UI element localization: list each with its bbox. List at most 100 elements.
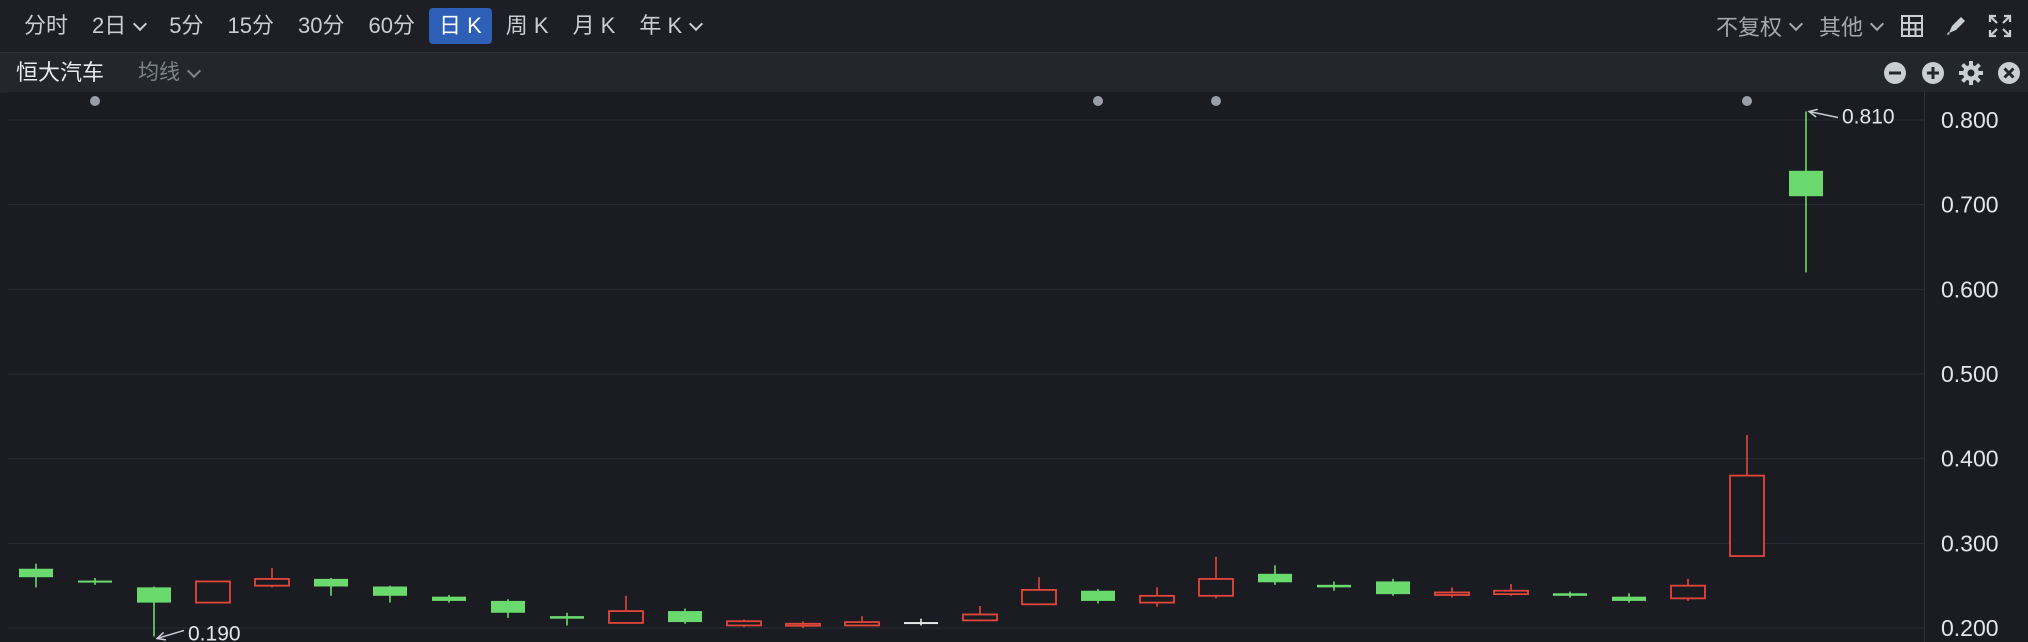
candle[interactable]: [254, 567, 290, 588]
price-adjust-label: 不复权: [1715, 15, 1782, 40]
candle[interactable]: [1081, 589, 1115, 604]
candlestick-plot-area[interactable]: 0.190 0.810: [8, 92, 1924, 642]
tab-2[interactable]: 5分: [159, 8, 213, 44]
candlestick-chart[interactable]: 0.190 0.810: [8, 92, 1924, 642]
close-icon[interactable]: [1996, 60, 2022, 86]
tab-label: 2日: [92, 13, 127, 38]
candle[interactable]: [550, 612, 584, 626]
candle[interactable]: [1376, 578, 1410, 596]
candle-body: [1789, 170, 1823, 197]
layout-grid-icon[interactable]: [1898, 12, 1926, 40]
candle-body: [432, 596, 466, 601]
tab-label: 30分: [298, 13, 345, 38]
candle-body: [1139, 594, 1175, 604]
candle[interactable]: [1670, 578, 1706, 601]
candle[interactable]: [491, 599, 525, 618]
y-tick-label: 0.700: [1941, 192, 1999, 218]
tab-label: 日 K: [438, 13, 482, 38]
tab-label: 60分: [368, 13, 415, 38]
tab-label: 周 K: [505, 13, 549, 38]
chart-toolbar: 分时 2日 5分 15分 30分 60分日 K 周 K 月 K 年 K 不复权 其他: [0, 0, 2028, 52]
annotation-arrow: [156, 629, 185, 640]
tab-7[interactable]: 周 K: [496, 8, 559, 44]
y-tick-label: 0.400: [1941, 446, 1999, 472]
pen-icon[interactable]: [1942, 12, 1970, 40]
candle-body: [1198, 577, 1234, 597]
candle[interactable]: [314, 578, 348, 596]
candle[interactable]: [844, 616, 880, 627]
tab-9[interactable]: 年 K: [629, 8, 711, 44]
candle-body: [314, 578, 348, 587]
tab-0[interactable]: 分时: [14, 8, 78, 44]
zoom-out-icon[interactable]: [1882, 60, 1908, 86]
candle[interactable]: [1021, 577, 1057, 606]
event-marker-dot[interactable]: [90, 96, 100, 106]
tab-1[interactable]: 2日: [82, 8, 155, 44]
candle[interactable]: [1729, 434, 1765, 557]
candle[interactable]: [962, 605, 998, 622]
candle[interactable]: [1493, 583, 1529, 596]
candle-body: [1376, 581, 1410, 595]
other-dropdown[interactable]: 其他: [1818, 10, 1885, 42]
candle[interactable]: [19, 563, 53, 588]
candle[interactable]: [1317, 581, 1351, 591]
candle[interactable]: [1612, 593, 1646, 603]
candle-body: [1081, 590, 1115, 601]
candle-body: [195, 580, 231, 604]
tab-label: 5分: [169, 13, 204, 38]
event-marker-dot[interactable]: [1093, 96, 1103, 106]
candle[interactable]: [373, 585, 407, 603]
fullscreen-icon[interactable]: [1986, 12, 2014, 40]
y-tick-label: 0.800: [1941, 107, 1999, 133]
price-adjust-dropdown[interactable]: 不复权: [1715, 10, 1804, 42]
candle[interactable]: [1198, 556, 1234, 599]
candle[interactable]: [1789, 111, 1823, 273]
period-tabs: 分时 2日 5分 15分 30分 60分日 K 周 K 月 K 年 K: [14, 8, 715, 44]
tab-3[interactable]: 15分: [218, 8, 284, 44]
candle-body: [785, 622, 821, 627]
annotation-arrowhead: [155, 631, 167, 641]
candle[interactable]: [668, 608, 702, 624]
candle-body: [137, 587, 171, 603]
candle-body: [668, 611, 702, 623]
candle[interactable]: [1434, 587, 1470, 598]
annotation-label: 0.810: [1842, 106, 1895, 129]
candle[interactable]: [78, 578, 112, 585]
tab-label: 月 K: [572, 13, 616, 38]
event-marker-dot[interactable]: [1211, 96, 1221, 106]
candle-body: [1258, 573, 1292, 583]
candle-body: [1493, 589, 1529, 596]
candle[interactable]: [1139, 587, 1175, 607]
indicator-header: 恒大汽车 均线: [0, 52, 2028, 93]
zoom-in-icon[interactable]: [1920, 60, 1946, 86]
chevron-down-icon: [1788, 16, 1804, 31]
candle[interactable]: [1553, 591, 1587, 598]
event-marker-dot[interactable]: [1742, 96, 1752, 106]
tab-5[interactable]: 60分: [358, 8, 424, 44]
tab-label: 15分: [227, 13, 274, 38]
candle-body: [844, 621, 880, 627]
stock-name: 恒大汽车: [16, 60, 105, 85]
candle[interactable]: [904, 618, 938, 626]
other-label: 其他: [1818, 15, 1863, 40]
tab-6[interactable]: 日 K: [428, 8, 492, 44]
candle-body: [1553, 593, 1587, 596]
candle[interactable]: [432, 594, 466, 603]
candle[interactable]: [1258, 565, 1292, 585]
settings-icon[interactable]: [1958, 60, 1984, 86]
candle-body: [904, 622, 938, 625]
candle[interactable]: [195, 580, 231, 604]
candle[interactable]: [137, 586, 171, 637]
candle-body: [608, 610, 644, 624]
candle[interactable]: [726, 619, 762, 628]
price-axis: 0.800 0.700 0.600 0.500 0.400 0.300 0.200: [1924, 92, 2028, 642]
candle-body: [373, 586, 407, 596]
chevron-down-icon: [133, 16, 148, 31]
candle[interactable]: [785, 621, 821, 628]
toolbar-right: 不复权 其他: [1698, 8, 2014, 44]
moving-average-label: 均线: [138, 61, 180, 84]
moving-average-dropdown[interactable]: 均线: [138, 53, 202, 93]
tab-4[interactable]: 30分: [288, 8, 354, 44]
tab-8[interactable]: 月 K: [563, 8, 626, 44]
candle[interactable]: [608, 595, 644, 624]
